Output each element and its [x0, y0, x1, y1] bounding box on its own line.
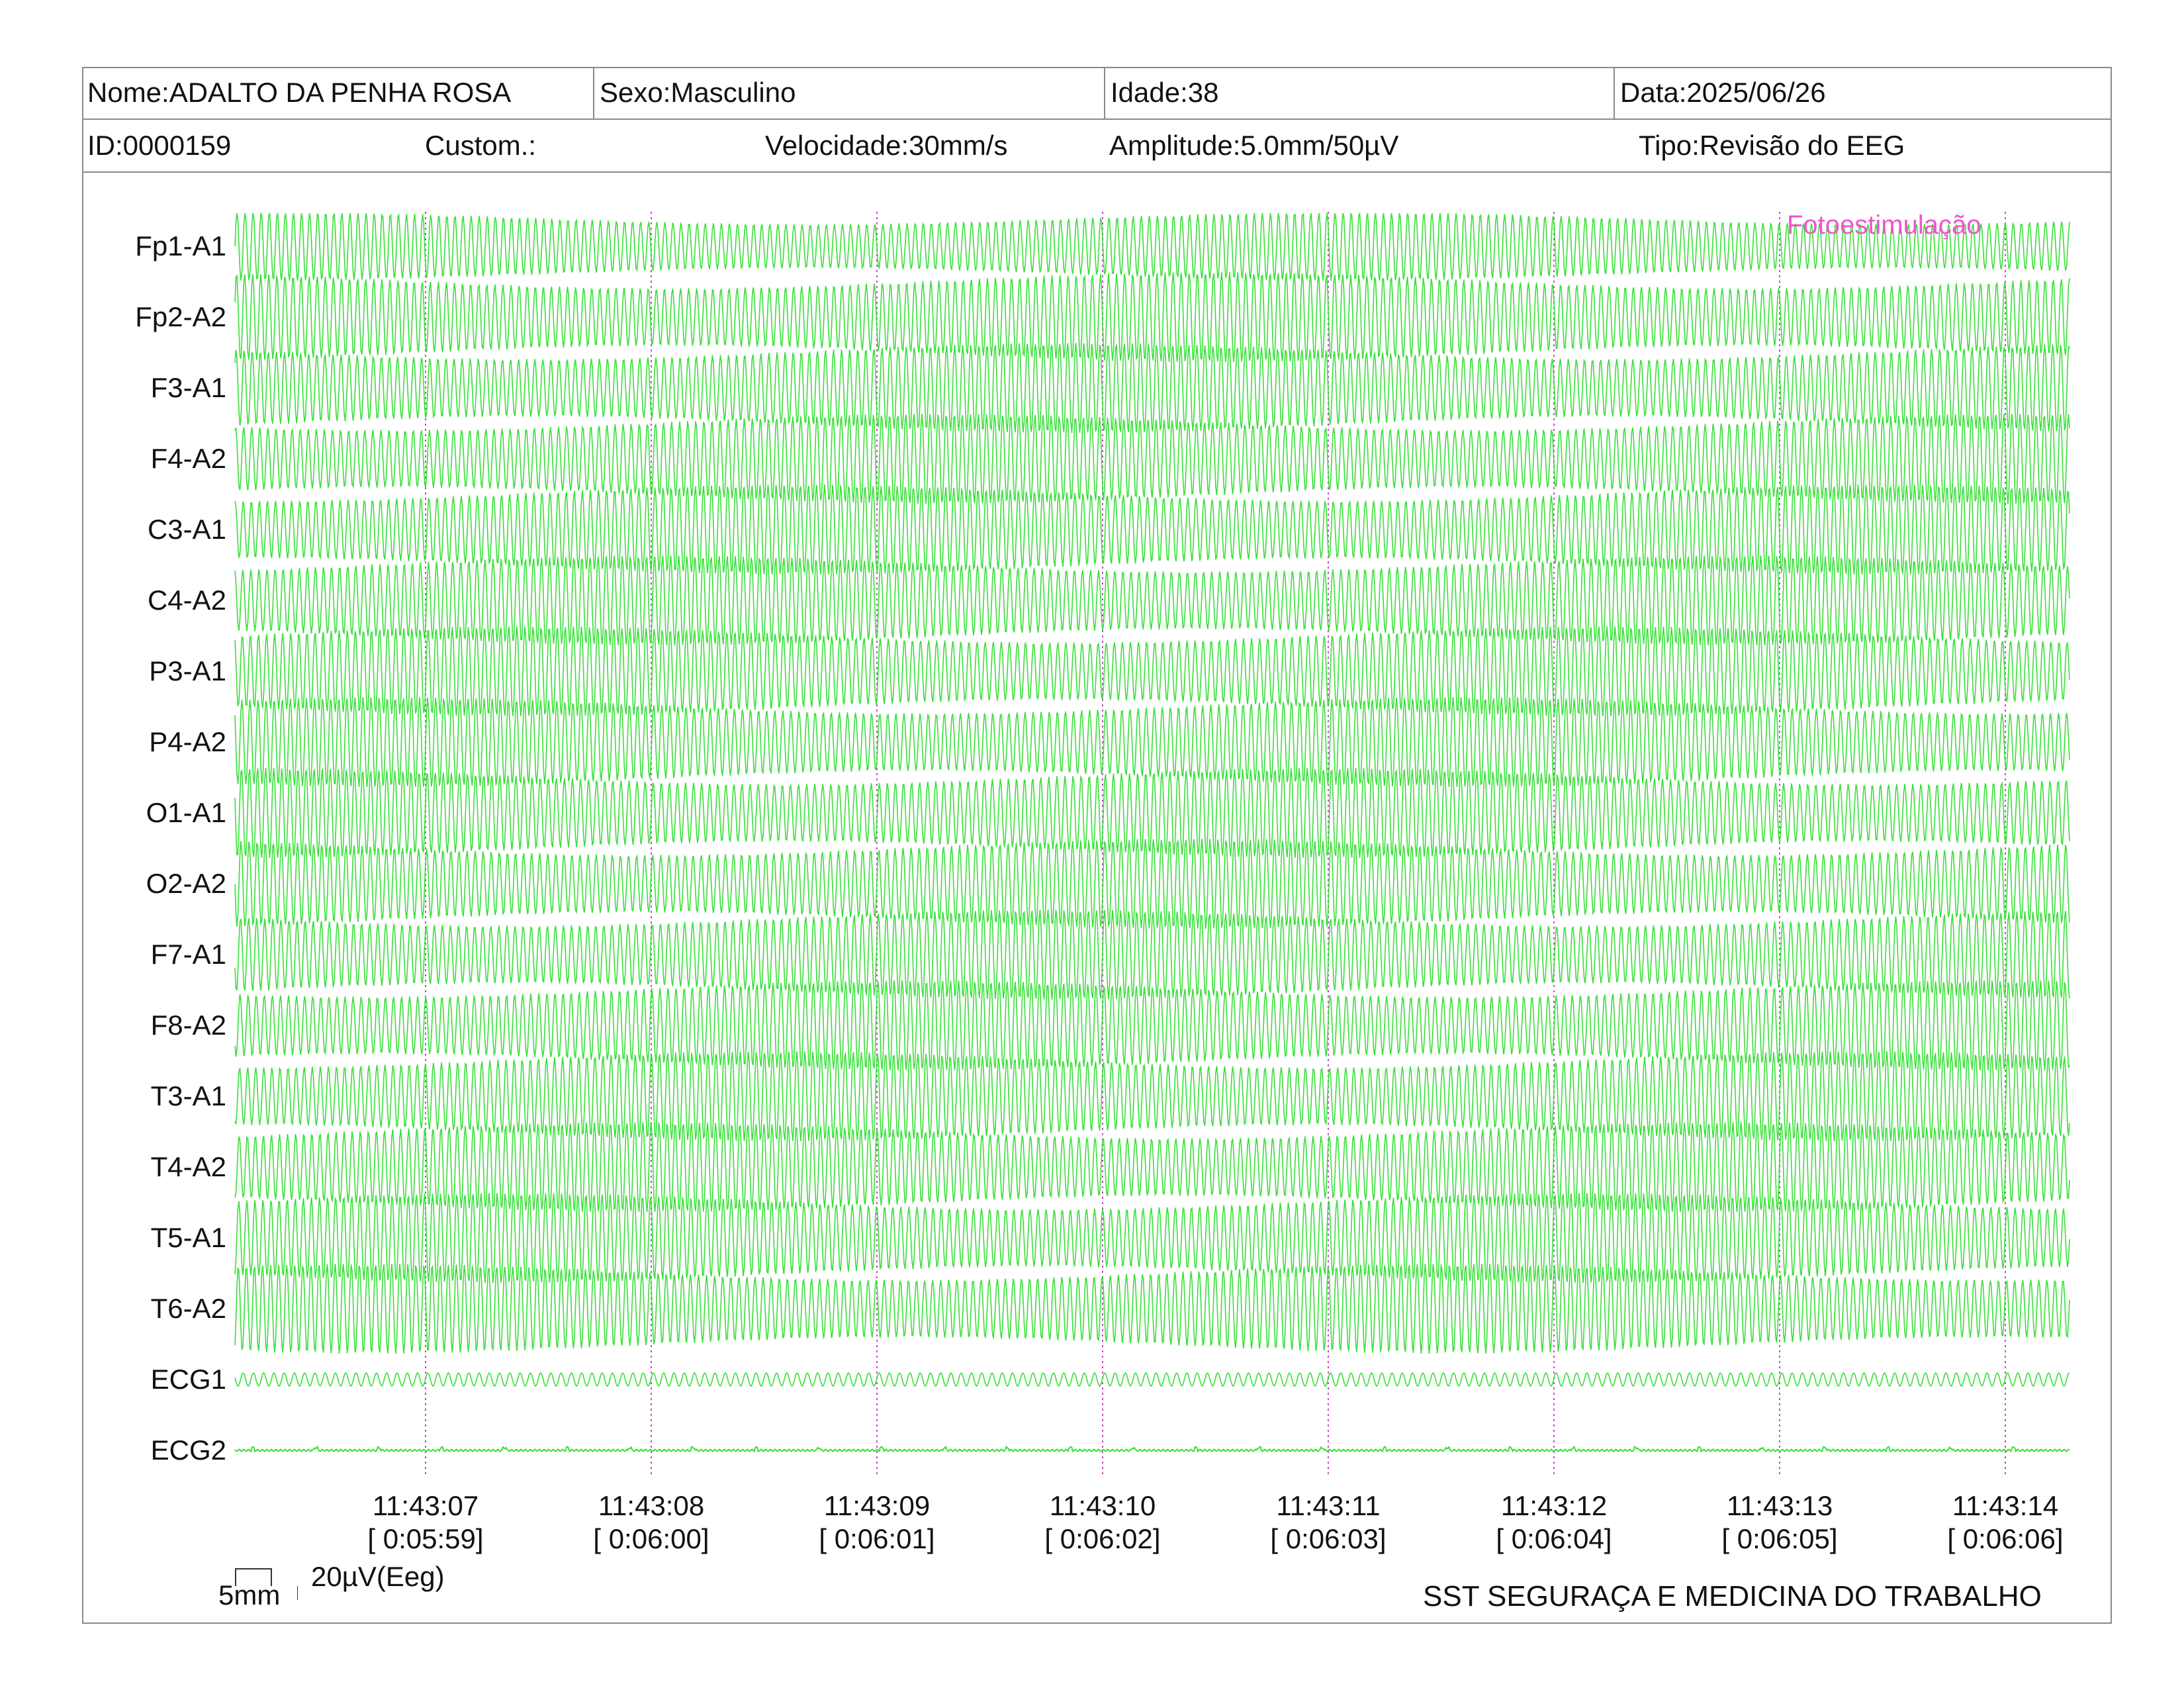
trace-o1-a1: [234, 768, 2070, 858]
patient-name: Nome:ADALTO DA PENHA ROSA: [87, 77, 512, 108]
trace-f8-a2: [234, 980, 2070, 1070]
calibration-time-label: 5mm: [218, 1579, 281, 1611]
time-elapsed-label: [ 0:06:01]: [819, 1523, 935, 1554]
trace-t5-a1: [234, 1192, 2070, 1284]
header-row-settings: ID:0000159 Custom.: Velocidade:30mm/s Am…: [82, 120, 2112, 173]
channel-label: P3-A1: [149, 655, 226, 686]
trace-p4-a2: [234, 697, 2070, 787]
channel-label: ECG2: [150, 1434, 226, 1466]
trace-f7-a1: [234, 909, 2070, 1000]
trace-t4-a2: [234, 1122, 2070, 1213]
channel-label: T4-A2: [150, 1151, 226, 1182]
trace-c4-a2: [234, 555, 2070, 645]
channel-label: T3-A1: [150, 1080, 226, 1111]
trace-t3-a1: [234, 1051, 2070, 1141]
time-clock-label: 11:43:08: [598, 1490, 705, 1521]
time-clock-label: 11:43:09: [823, 1490, 931, 1521]
channel-label: C4-A2: [147, 585, 226, 616]
time-clock-label: 11:43:11: [1276, 1490, 1381, 1521]
time-clock-label: 11:43:07: [372, 1490, 479, 1521]
calibration-bracket: [235, 1568, 298, 1600]
report-frame: [82, 67, 2112, 1624]
time-elapsed-label: [ 0:06:05]: [1721, 1523, 1838, 1554]
time-clock-label: 11:43:14: [1952, 1490, 2059, 1521]
trace-ecg2: [234, 1445, 2070, 1453]
trace-f3-a1: [234, 342, 2070, 433]
trace-ecg1: [234, 1372, 2070, 1387]
trace-c3-a1: [234, 485, 2070, 575]
trace-o2-a2: [234, 839, 2070, 929]
channel-label: F7-A1: [150, 939, 226, 970]
exam-date: Data:2025/06/26: [1614, 67, 2112, 118]
time-clock-label: 11:43:13: [1726, 1490, 1833, 1521]
trace-p3-a1: [234, 626, 2070, 716]
patient-id: ID:0000159: [87, 130, 232, 161]
channel-label: F4-A2: [150, 443, 226, 474]
channel-label: ECG1: [150, 1364, 226, 1395]
amplitude-setting: Amplitude:5.0mm/50µV: [1109, 130, 1399, 161]
time-elapsed-label: [ 0:06:03]: [1270, 1523, 1387, 1554]
channel-label: O2-A2: [146, 868, 226, 899]
channel-label: F8-A2: [150, 1009, 226, 1041]
channel-label: O1-A1: [146, 797, 226, 828]
channel-label: F3-A1: [150, 372, 226, 403]
trace-fp2-a2: [234, 272, 2070, 362]
patient-sex: Sexo:Masculino: [593, 67, 1104, 118]
time-elapsed-label: [ 0:06:04]: [1496, 1523, 1612, 1554]
calibration-amplitude-label: 20µV(Eeg): [311, 1561, 445, 1592]
trace-fp1-a1: [234, 212, 2070, 281]
time-elapsed-label: [ 0:06:02]: [1044, 1523, 1161, 1554]
photic-stimulation-marker: Fotoestimulação: [1787, 211, 1981, 240]
trace-t6-a2: [234, 1264, 2070, 1354]
time-elapsed-label: [ 0:05:59]: [367, 1523, 484, 1554]
time-clock-label: 11:43:10: [1049, 1490, 1156, 1521]
paper-speed: Velocidade:30mm/s: [765, 130, 1008, 161]
exam-type: Tipo:Revisão do EEG: [1639, 130, 1905, 161]
channel-label: T5-A1: [150, 1222, 226, 1253]
header-row-patient: Nome:ADALTO DA PENHA ROSA Sexo:Masculino…: [82, 67, 2112, 120]
channel-label: Fp1-A1: [135, 230, 226, 261]
time-elapsed-label: [ 0:06:06]: [1947, 1523, 2064, 1554]
channel-label: P4-A2: [149, 726, 226, 757]
patient-age: Idade:38: [1104, 67, 1614, 118]
footer-organization: SST SEGURAÇA E MEDICINA DO TRABALHO: [1423, 1580, 2042, 1613]
channel-label: T6-A2: [150, 1293, 226, 1324]
channel-label: C3-A1: [147, 514, 226, 545]
trace-f4-a2: [234, 413, 2070, 504]
channel-label: Fp2-A2: [135, 301, 226, 332]
time-elapsed-label: [ 0:06:00]: [593, 1523, 709, 1554]
custom-field: Custom.:: [425, 130, 537, 161]
time-clock-label: 11:43:12: [1500, 1490, 1608, 1521]
